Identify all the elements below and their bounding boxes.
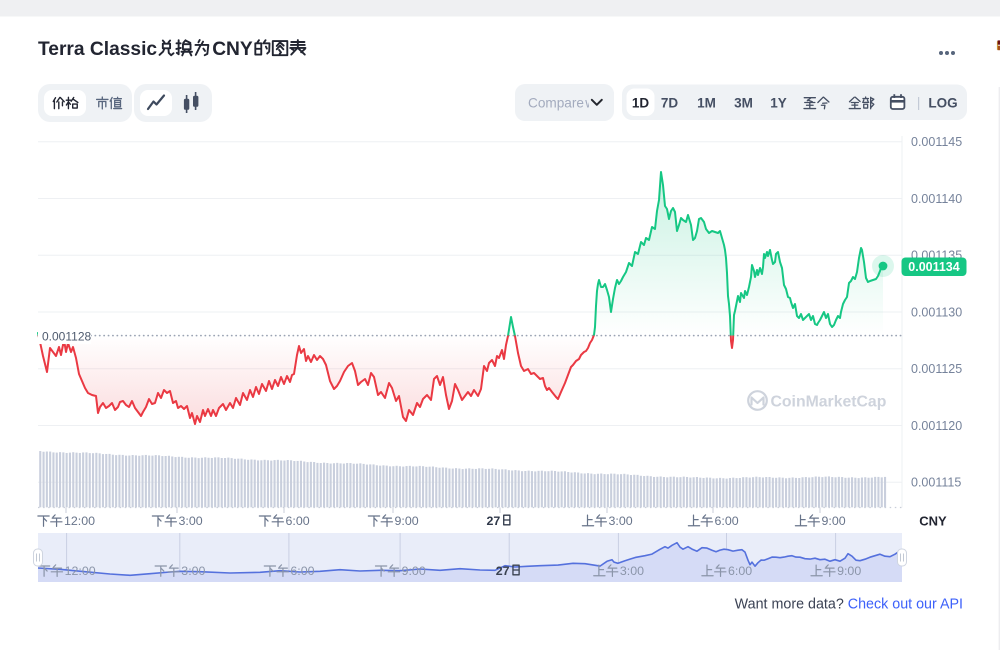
svg-text:1D: 1D bbox=[632, 96, 650, 111]
svg-text:0.001140: 0.001140 bbox=[911, 192, 962, 206]
svg-text:6:00: 6:00 bbox=[290, 564, 314, 578]
svg-text:9:00: 9:00 bbox=[402, 564, 426, 578]
svg-text:Terra Classic: Terra Classic bbox=[38, 39, 157, 60]
svg-text:CoinMarketCap: CoinMarketCap bbox=[771, 394, 887, 411]
svg-text:3M: 3M bbox=[734, 96, 753, 111]
svg-text:CNY: CNY bbox=[919, 514, 947, 529]
svg-text:12:00: 12:00 bbox=[64, 514, 95, 528]
svg-text:0.001128: 0.001128 bbox=[42, 329, 91, 343]
svg-text:9:00: 9:00 bbox=[822, 514, 846, 528]
svg-text:0.001125: 0.001125 bbox=[911, 362, 962, 376]
svg-text:0.001115: 0.001115 bbox=[911, 476, 961, 490]
svg-text:9:00: 9:00 bbox=[837, 564, 861, 578]
svg-text:0.001134: 0.001134 bbox=[908, 260, 959, 274]
svg-text:7D: 7D bbox=[661, 96, 679, 111]
svg-text:1M: 1M bbox=[697, 96, 716, 111]
svg-text:27: 27 bbox=[496, 564, 510, 578]
svg-text:LOG: LOG bbox=[928, 96, 957, 111]
svg-text:0.001145: 0.001145 bbox=[911, 135, 962, 149]
svg-text:3:00: 3:00 bbox=[609, 514, 633, 528]
svg-text:6:00: 6:00 bbox=[728, 564, 752, 578]
svg-text:1Y: 1Y bbox=[770, 96, 787, 111]
svg-text:0.001130: 0.001130 bbox=[911, 305, 962, 319]
svg-text:3:00: 3:00 bbox=[181, 564, 205, 578]
svg-text:0.001120: 0.001120 bbox=[911, 419, 962, 433]
svg-text:Want more data? Check out our: Want more data? Check out our API bbox=[735, 597, 963, 613]
svg-text:3:00: 3:00 bbox=[620, 564, 644, 578]
svg-text:9:00: 9:00 bbox=[395, 514, 419, 528]
svg-text:12:00: 12:00 bbox=[65, 564, 96, 578]
svg-text:27: 27 bbox=[487, 514, 501, 528]
svg-text:CNY: CNY bbox=[212, 39, 253, 60]
svg-text:3:00: 3:00 bbox=[179, 514, 203, 528]
svg-text:6:00: 6:00 bbox=[715, 514, 739, 528]
svg-text:6:00: 6:00 bbox=[286, 514, 310, 528]
svg-text:Compare: Compare bbox=[528, 95, 584, 110]
